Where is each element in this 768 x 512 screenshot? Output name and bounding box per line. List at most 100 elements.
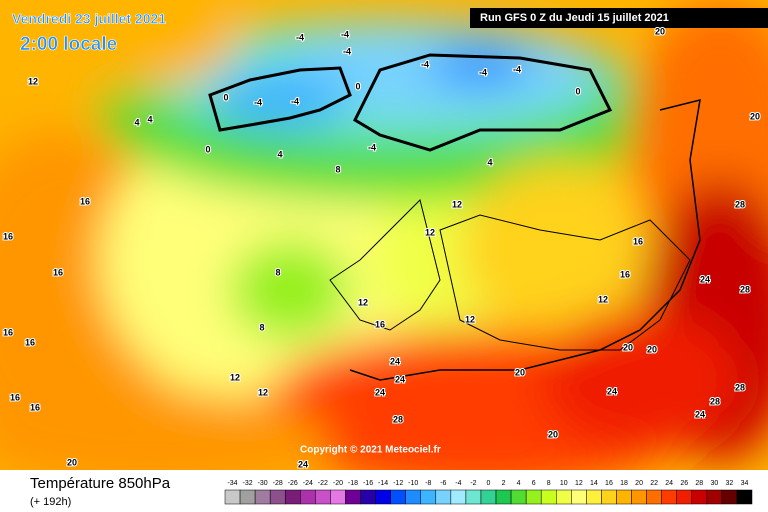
legend-label: 10: [560, 480, 568, 487]
copyright: Copyright © 2021 Meteociel.fr: [300, 445, 441, 456]
contour-label: -4: [513, 64, 521, 74]
contour-label: 12: [358, 297, 368, 307]
legend-swatch: [736, 489, 753, 505]
legend-swatch: [450, 489, 467, 505]
legend-swatch: [601, 489, 617, 505]
legend-label: -8: [425, 480, 431, 487]
legend-swatch: [661, 489, 677, 505]
legend-label: 12: [575, 480, 583, 487]
valid-date: Vendredi 23 juillet 2021: [12, 11, 166, 27]
legend-label: -14: [378, 480, 388, 487]
contour-label: -4: [421, 59, 429, 69]
legend-swatch: [269, 489, 286, 505]
legend-label: 8: [547, 480, 551, 487]
legend-swatch: [495, 489, 512, 505]
legend-label: -2: [470, 480, 476, 487]
legend-swatch: [586, 489, 602, 505]
legend-label: -4: [455, 480, 461, 487]
legend-label: -22: [318, 480, 328, 487]
contour-label: 28: [740, 284, 750, 294]
contour-label: 16: [80, 196, 90, 206]
legend-label: -10: [408, 480, 418, 487]
contour-label: 24: [395, 374, 405, 384]
legend-label: -34: [227, 480, 237, 487]
contour-label: 12: [465, 314, 475, 324]
legend-swatch: [525, 489, 542, 505]
contour-label: 4: [134, 117, 139, 127]
legend-swatch: [254, 489, 271, 505]
contour-label: 28: [393, 414, 403, 424]
legend-swatch: [676, 489, 693, 505]
legend-swatch: [540, 489, 557, 505]
legend-swatch: [300, 489, 316, 505]
contour-label: 16: [3, 231, 13, 241]
legend-label: 2: [502, 480, 506, 487]
contour-label: -4: [254, 97, 262, 107]
legend-label: 34: [741, 480, 749, 487]
legend-label: -6: [440, 480, 446, 487]
legend-label: 22: [650, 480, 658, 487]
legend-label: -12: [393, 480, 403, 487]
legend-label: 14: [590, 480, 598, 487]
contour-label: -4: [479, 67, 487, 77]
contour-label: 24: [695, 409, 705, 419]
legend-swatch: [721, 489, 738, 505]
legend-label: 4: [517, 480, 521, 487]
contour-label: 16: [375, 319, 385, 329]
contour-label: 16: [3, 327, 13, 337]
legend-swatch: [420, 489, 437, 505]
contour-label: 4: [147, 114, 152, 124]
legend-label: -30: [258, 480, 268, 487]
legend-swatch: [631, 489, 647, 505]
legend-label: -28: [273, 480, 283, 487]
lead-time: (+ 192h): [30, 496, 71, 508]
legend-swatch: [405, 489, 421, 505]
legend-label: 18: [620, 480, 628, 487]
legend-swatch: [284, 489, 301, 505]
contour-label: 12: [425, 227, 435, 237]
contour-labels: -4 -4-4-4-4 -4-4-400 004 44-4488812121212121…: [2, 25, 761, 470]
legend-label: 6: [532, 480, 536, 487]
contour-label: 8: [335, 164, 340, 174]
coastline: [329, 199, 691, 351]
contour-label: 12: [230, 372, 240, 382]
legend-swatch: [480, 489, 497, 505]
legend-swatch: [239, 489, 256, 505]
legend-label: -26: [288, 480, 298, 487]
contour: [353, 53, 613, 152]
contour-label: 20: [655, 26, 665, 36]
contour-label: 28: [735, 382, 745, 392]
legend-swatch: [360, 489, 376, 505]
local-time: 2:00 locale: [20, 34, 117, 55]
contour: [208, 66, 352, 132]
contour-label: 12: [258, 387, 268, 397]
contour-label: 24: [390, 356, 400, 366]
legend-swatch: [345, 489, 361, 505]
legend-swatch: [510, 489, 527, 505]
contour-label: 16: [620, 269, 630, 279]
contour-label: 8: [275, 267, 280, 277]
contour-label: 20: [548, 429, 558, 439]
contour-label: 20: [67, 457, 77, 467]
contour-label: 12: [598, 294, 608, 304]
contour-label: 0: [205, 144, 210, 154]
contour-label: -4: [368, 142, 376, 152]
contour-label: 20: [750, 111, 760, 121]
contour-label: -4: [296, 32, 304, 42]
contour-label: 16: [30, 402, 40, 412]
legend-label: 20: [635, 480, 643, 487]
contour-label: 20: [647, 344, 657, 354]
contour-label: 12: [28, 76, 38, 86]
legend-label: -16: [363, 480, 373, 487]
legend-label: 24: [665, 480, 673, 487]
legend-label: 26: [680, 480, 688, 487]
legend-swatch: [315, 489, 331, 505]
legend-label: -32: [243, 480, 253, 487]
contour-label: 16: [25, 337, 35, 347]
legend-swatch: [616, 489, 632, 505]
legend-swatch: [330, 489, 346, 505]
contour-label: 24: [375, 387, 385, 397]
legend-swatch: [390, 489, 406, 505]
